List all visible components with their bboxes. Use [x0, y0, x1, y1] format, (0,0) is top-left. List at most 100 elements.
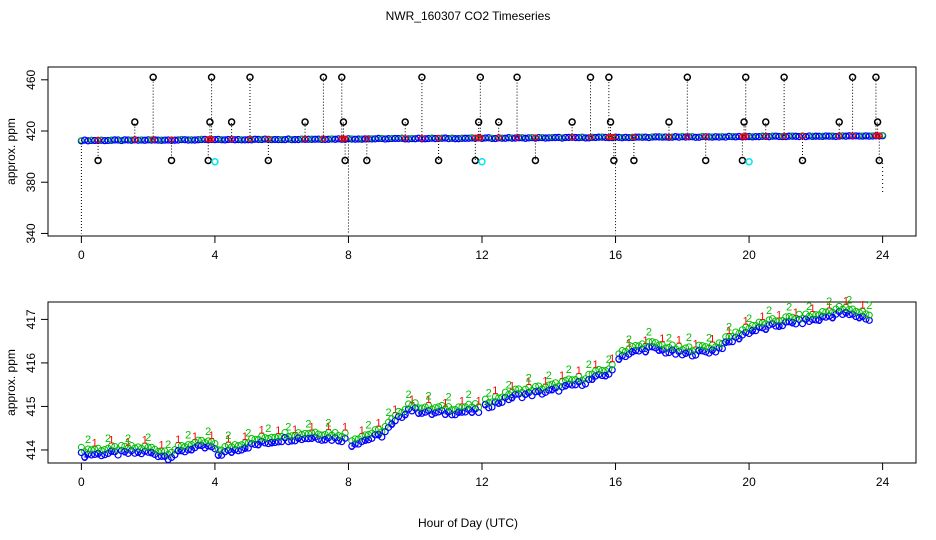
data-point — [765, 133, 773, 141]
series-2-label: 2 — [686, 332, 692, 344]
x-tick-label: 12 — [475, 248, 489, 262]
spike-low-point — [434, 156, 443, 165]
data-point — [495, 134, 502, 141]
spike-high-point — [418, 73, 426, 81]
series-2-point — [618, 347, 626, 355]
series-2-point — [318, 431, 326, 439]
data-point — [408, 134, 415, 142]
series-1-point: 1 — [259, 425, 265, 437]
data-point — [675, 133, 683, 141]
data-point — [448, 134, 456, 141]
x-tick-label: 0 — [78, 475, 85, 489]
data-point — [581, 134, 590, 142]
series-3-point — [695, 346, 703, 354]
data-point — [498, 134, 506, 141]
data-point — [501, 134, 510, 142]
data-point — [88, 136, 95, 143]
series-2-point — [865, 311, 873, 319]
series-2-label: 2 — [746, 313, 752, 325]
series-1-point: 1 — [342, 421, 348, 433]
data-point — [381, 135, 389, 143]
y-tick-label: 380 — [24, 172, 38, 192]
data-point — [571, 133, 580, 142]
series-3-point — [715, 344, 723, 352]
series-2-point — [495, 394, 503, 402]
series-2-point — [141, 442, 149, 450]
data-point — [294, 135, 303, 144]
series-2-point — [84, 445, 92, 453]
series-2-label: 2 — [85, 434, 91, 446]
series-3-label: 3 — [496, 398, 502, 410]
panel-1-axes: 0 4 8 12 16 20 24 340 380 420 460 approx. ppm — [4, 66, 917, 262]
data-point — [695, 133, 703, 141]
series-2-point — [809, 310, 817, 318]
spike-mid-point — [873, 118, 882, 126]
series-3-label: 3 — [469, 407, 475, 419]
spike-mid-point — [494, 118, 503, 126]
data-point — [268, 135, 275, 143]
y-tick-label: 420 — [24, 121, 38, 141]
series-2-point — [314, 430, 322, 438]
data-point — [421, 135, 429, 143]
data-point — [635, 133, 643, 141]
series-3-point — [248, 440, 256, 448]
series-2-point — [381, 423, 389, 431]
series-3-point — [765, 321, 773, 329]
series-3-point — [101, 451, 109, 459]
data-point — [118, 136, 125, 144]
panel-1-data — [77, 73, 887, 234]
data-point — [551, 133, 560, 142]
series-2-point — [204, 437, 212, 445]
data-point — [121, 136, 129, 144]
y-tick-label: 415 — [24, 396, 38, 416]
data-point — [304, 135, 313, 143]
data-point — [610, 133, 617, 141]
series-3-point — [414, 409, 423, 417]
series-3-point — [271, 438, 279, 447]
series-2-point — [605, 365, 613, 373]
series-3-point — [495, 399, 503, 407]
data-point — [374, 134, 383, 143]
series-3-point — [698, 347, 706, 355]
series-2-label: 2 — [245, 428, 251, 440]
series-2-point — [782, 313, 790, 321]
spike-low-point — [531, 156, 540, 165]
data-point — [298, 135, 305, 142]
series-3-label: 3 — [616, 354, 622, 366]
series-2-point — [819, 308, 827, 316]
series-3-point — [755, 323, 763, 331]
series-3-label: 3 — [309, 433, 315, 445]
chart-title: NWR_160307 CO2 Timeseries — [385, 9, 551, 23]
series-2-point — [598, 366, 606, 374]
series-2-point — [258, 432, 266, 440]
series-3-point — [298, 435, 306, 444]
series-3-point — [341, 434, 349, 442]
series-3-point — [431, 409, 439, 417]
panel-1-frame — [47, 66, 917, 237]
series-3-label: 3 — [389, 419, 395, 431]
series-3-point — [722, 338, 730, 346]
data-point — [254, 135, 262, 144]
series-2-point — [158, 447, 166, 455]
data-point — [745, 132, 753, 141]
spike-high-point — [246, 73, 254, 81]
series-3-point — [808, 316, 817, 324]
series-3-point — [304, 435, 312, 443]
data-point — [284, 135, 293, 143]
series-3-point — [401, 411, 409, 419]
series-3-label: 3 — [576, 377, 582, 389]
series-2-point — [117, 441, 125, 449]
spike-high-point — [319, 73, 328, 81]
series-2-point — [491, 393, 499, 401]
series-2-point — [708, 341, 716, 349]
data-point — [311, 135, 319, 143]
series-2-point — [378, 428, 386, 436]
data-point — [205, 136, 212, 143]
series-3-label: 3 — [482, 399, 488, 411]
series-3-label: 3 — [82, 452, 88, 464]
series-3-point — [241, 444, 249, 452]
series-1-point: 1 — [92, 438, 98, 450]
series-2-point — [695, 341, 703, 349]
series-2-label: 2 — [846, 294, 852, 306]
